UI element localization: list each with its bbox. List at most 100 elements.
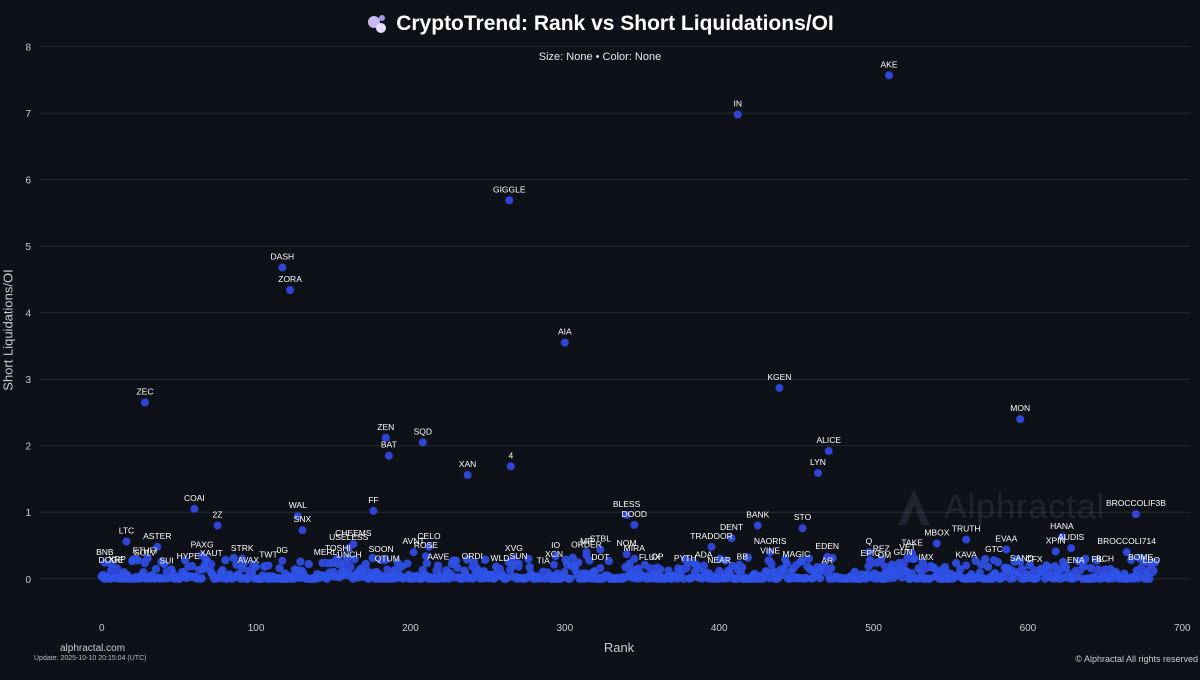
data-point[interactable]	[421, 552, 430, 561]
data-point[interactable]	[140, 559, 149, 568]
data-point[interactable]	[1017, 564, 1026, 573]
data-point[interactable]	[100, 558, 109, 567]
data-point[interactable]	[434, 563, 443, 572]
data-point[interactable]	[463, 471, 472, 479]
data-point[interactable]	[409, 548, 418, 557]
data-point[interactable]	[550, 560, 559, 569]
data-point[interactable]	[278, 263, 287, 272]
data-point[interactable]	[344, 544, 353, 553]
data-point[interactable]	[645, 564, 654, 573]
data-point[interactable]	[962, 535, 971, 544]
data-point[interactable]	[539, 567, 548, 576]
data-point[interactable]	[727, 534, 736, 543]
data-point[interactable]	[238, 554, 247, 563]
data-point[interactable]	[733, 110, 742, 119]
data-point[interactable]	[880, 562, 889, 571]
data-point[interactable]	[505, 196, 514, 205]
data-point[interactable]	[377, 556, 386, 565]
data-point[interactable]	[922, 564, 931, 573]
data-point[interactable]	[898, 558, 907, 567]
data-point[interactable]	[813, 469, 822, 478]
data-point[interactable]	[244, 566, 253, 575]
data-point[interactable]	[798, 524, 807, 533]
data-point[interactable]	[1147, 566, 1156, 575]
data-point[interactable]	[766, 548, 775, 557]
data-point[interactable]	[1051, 547, 1060, 556]
data-point[interactable]	[622, 510, 631, 519]
data-point[interactable]	[962, 561, 971, 570]
data-point[interactable]	[107, 566, 116, 575]
y-tick-label: 0	[25, 575, 31, 586]
data-point[interactable]	[630, 554, 639, 563]
data-point[interactable]	[989, 556, 998, 565]
data-point[interactable]	[1057, 532, 1066, 541]
data-point[interactable]	[496, 564, 504, 573]
data-point[interactable]	[582, 551, 591, 560]
data-point[interactable]	[113, 566, 122, 575]
data-point[interactable]	[622, 550, 631, 559]
data-point[interactable]	[298, 526, 307, 535]
data-point[interactable]	[264, 561, 273, 570]
data-point[interactable]	[344, 561, 353, 570]
point-label: VINE	[760, 545, 780, 555]
data-point[interactable]	[823, 567, 832, 576]
data-point[interactable]	[509, 554, 518, 563]
data-point[interactable]	[286, 286, 295, 295]
data-point[interactable]	[1067, 544, 1076, 553]
data-point[interactable]	[162, 567, 171, 576]
data-point[interactable]	[738, 563, 747, 572]
data-point[interactable]	[381, 433, 390, 442]
data-point[interactable]	[864, 548, 873, 557]
data-point[interactable]	[207, 560, 216, 569]
data-point[interactable]	[384, 451, 393, 460]
data-point[interactable]	[293, 512, 302, 521]
data-point[interactable]	[707, 542, 716, 551]
data-point[interactable]	[551, 552, 560, 561]
data-point[interactable]	[653, 563, 662, 572]
data-point[interactable]	[699, 561, 708, 570]
data-point[interactable]	[190, 504, 199, 513]
data-point[interactable]	[884, 71, 893, 80]
data-point[interactable]	[1093, 566, 1102, 575]
data-point[interactable]	[184, 562, 193, 571]
data-point[interactable]	[1030, 566, 1039, 575]
data-point[interactable]	[1071, 566, 1080, 575]
data-point[interactable]	[140, 398, 149, 407]
data-point[interactable]	[506, 462, 515, 471]
data-point[interactable]	[877, 555, 886, 564]
data-point[interactable]	[766, 557, 775, 566]
data-point[interactable]	[424, 542, 433, 551]
data-point[interactable]	[1016, 415, 1025, 424]
data-point[interactable]	[681, 564, 690, 573]
data-point[interactable]	[1122, 548, 1131, 557]
data-point[interactable]	[1002, 545, 1011, 554]
data-point[interactable]	[823, 552, 832, 561]
data-point[interactable]	[560, 338, 569, 347]
data-point[interactable]	[775, 383, 784, 392]
data-point[interactable]	[932, 539, 941, 548]
data-point[interactable]	[866, 560, 875, 569]
data-point[interactable]	[596, 564, 605, 573]
data-point[interactable]	[383, 565, 392, 574]
data-point[interactable]	[1101, 565, 1110, 574]
data-point[interactable]	[1136, 564, 1145, 573]
data-point[interactable]	[514, 562, 523, 571]
data-point[interactable]	[153, 542, 162, 551]
data-point[interactable]	[278, 556, 287, 565]
data-point[interactable]	[333, 554, 342, 563]
data-point[interactable]	[596, 545, 605, 554]
data-point[interactable]	[1131, 510, 1140, 519]
data-point[interactable]	[792, 560, 801, 569]
y-tick-label: 6	[25, 176, 31, 187]
data-point[interactable]	[122, 537, 131, 546]
data-point[interactable]	[369, 506, 378, 515]
data-point[interactable]	[630, 520, 639, 529]
data-point[interactable]	[198, 551, 207, 560]
data-point[interactable]	[418, 438, 427, 447]
data-point[interactable]	[715, 566, 724, 575]
data-point[interactable]	[753, 521, 762, 530]
data-point[interactable]	[321, 558, 330, 567]
data-point[interactable]	[824, 447, 833, 456]
data-point[interactable]	[468, 562, 477, 571]
data-point[interactable]	[213, 521, 222, 530]
